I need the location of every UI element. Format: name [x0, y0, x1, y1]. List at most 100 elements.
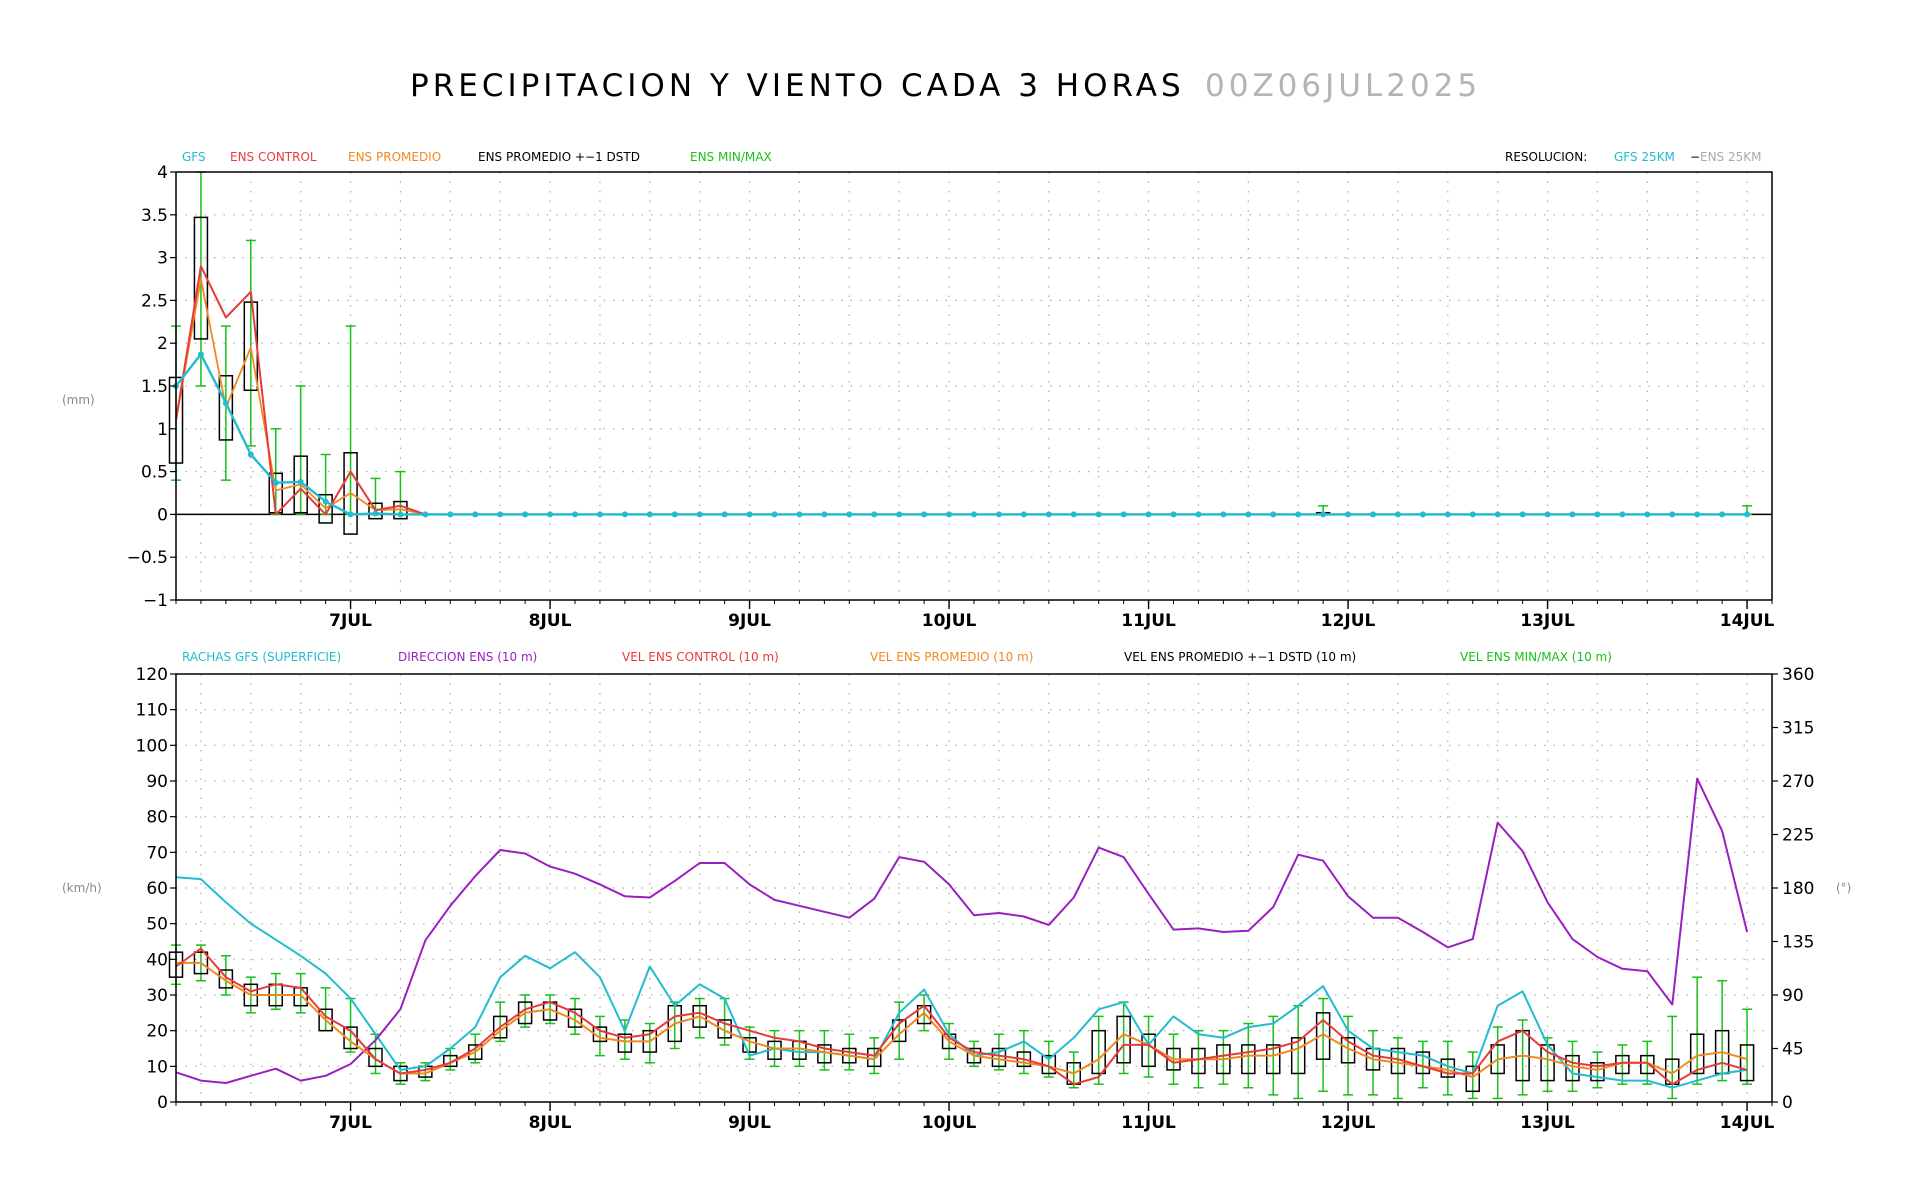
precip-gfs-point [522, 511, 529, 518]
p2-ytick-label: 80 [146, 808, 168, 828]
p2-ytick-label: 40 [146, 950, 168, 970]
p2-xtick-label: 13JUL [1520, 1113, 1575, 1133]
wind-right-tick-label: 0 [1782, 1093, 1793, 1113]
precip-gfs-point [1145, 511, 1152, 518]
precip-gfs-point [372, 510, 379, 517]
wind-minmax-bars [171, 944, 1753, 1100]
p1-xtick-label: 11JUL [1121, 611, 1176, 631]
precip-gfs-point [971, 511, 977, 518]
wind-dstd-box [368, 1047, 383, 1068]
chart-title: PRECIPITACION Y VIENTO CADA 3 HORAS [410, 68, 1185, 104]
p2-xtick-label: 10JUL [922, 1113, 977, 1133]
precip-gfs-point [1295, 511, 1302, 518]
run-label: 00Z06JUL2025 [1205, 68, 1481, 104]
precip-gfs-point [1669, 511, 1676, 518]
p2-xtick-label: 7JUL [329, 1113, 372, 1133]
wind-ens-control-line [175, 947, 1748, 1086]
precip-dstd-box [343, 452, 358, 535]
precip-dstd-box [218, 374, 234, 441]
precip-gfs-point [1544, 511, 1551, 518]
precip-gfs-point [322, 498, 329, 505]
p1-xtick-label: 14JUL [1720, 611, 1775, 631]
wind-dstd-box [1465, 1065, 1480, 1093]
p2-ytick-label: 100 [136, 736, 168, 756]
precip-gfs-point [1245, 511, 1252, 518]
precip-gfs-point [871, 511, 878, 518]
p1-ytick-label: 2.5 [141, 291, 168, 311]
precip-gfs-point [1170, 511, 1177, 518]
p2-xtick-label: 9JUL [728, 1113, 771, 1133]
precip-gfs-point [1195, 511, 1202, 518]
precip-gfs-point [547, 511, 554, 518]
precip-gfs-point [1694, 511, 1701, 518]
legend-ens-control: ENS CONTROL [230, 150, 317, 164]
wind-dstd-box [1266, 1044, 1281, 1075]
precip-gfs-point [1020, 511, 1027, 518]
wind-panel: 0 10 20 30 40 50 60 70 80 90 100 110 120 0 45 90 135 180… [62, 650, 1851, 1133]
p1-xtick-label: 9JUL [728, 611, 771, 631]
legend-rachas-gfs: RACHAS GFS (SUPERFICIE) [182, 650, 341, 664]
precip-gfs-point [1519, 511, 1526, 518]
precip-ens-control-line [175, 265, 1748, 516]
p1-ytick-label: −1 [143, 591, 168, 611]
wind-right-tick-label: 225 [1782, 826, 1814, 846]
precip-gfs-line [175, 353, 1748, 516]
wind-dstd-box [1290, 1037, 1306, 1075]
precip-gfs-point [746, 511, 753, 518]
precip-dstd-box [368, 502, 383, 520]
resolution-gfs: GFS 25KM [1614, 150, 1675, 164]
precip-gfs-point [447, 511, 454, 518]
p2-ytick-label: 20 [146, 1022, 168, 1042]
p2-ytick-label: 110 [136, 701, 168, 721]
precip-gfs-point [1320, 511, 1327, 518]
p2-ytick-label: 90 [146, 772, 168, 792]
precip-gfs-point [1494, 511, 1501, 518]
wind-x-ticks: 7JUL 8JUL 9JUL 10JUL 11JUL 12JUL 13JUL 14JUL [175, 1102, 1775, 1133]
precip-gfs-point [222, 400, 229, 407]
wind-dstd-box [1241, 1044, 1256, 1075]
precip-gfs-point [921, 511, 928, 518]
legend-vel-promedio: VEL ENS PROMEDIO (10 m) [870, 650, 1033, 664]
precip-gfs-point [472, 511, 479, 518]
precip-x-ticks: 7JUL 8JUL 9JUL 10JUL 11JUL 12JUL 13JUL 14JUL [175, 600, 1775, 631]
precip-gridlines [176, 172, 1772, 600]
precip-gfs-point [1744, 511, 1751, 518]
wind-gridlines [176, 674, 1772, 1102]
precip-ens-mean-line [175, 278, 1748, 516]
p2-ytick-label: 120 [136, 665, 168, 685]
wind-ens-mean-line [176, 961, 1748, 1078]
precip-gfs-point [721, 511, 728, 518]
precip-gfs-point [1719, 511, 1726, 518]
wind-right-tick-label: 135 [1782, 933, 1814, 953]
precip-gfs-point [846, 511, 853, 518]
p1-xtick-label: 8JUL [529, 611, 572, 631]
p2-ytick-label: 0 [157, 1093, 168, 1113]
p1-ytick-label: 3 [157, 249, 168, 269]
precip-gfs-point [696, 511, 703, 518]
wind-dstd-boxes [168, 951, 1755, 1093]
p2-ytick-label: 70 [146, 843, 168, 863]
wind-direction-ticks: 0 45 90 135 180 225 270 315 360 [1772, 665, 1814, 1113]
precip-gfs-point [247, 451, 254, 458]
precip-gfs-point [197, 351, 204, 358]
p1-ytick-label: 1 [157, 420, 168, 440]
precip-gfs-point [347, 511, 354, 518]
precip-gfs-point [995, 511, 1002, 518]
precip-gfs-point [1419, 511, 1426, 518]
p1-ytick-label: 2 [157, 334, 168, 354]
precip-gfs-point [1220, 511, 1227, 518]
legend-ens-promedio: ENS PROMEDIO [348, 150, 441, 164]
precip-gfs-point [1594, 511, 1601, 518]
precip-gfs-point [297, 478, 304, 485]
wind-right-tick-label: 90 [1782, 986, 1804, 1006]
precip-minmax-bars [171, 171, 1753, 516]
precip-gfs-point [497, 511, 504, 518]
precip-gfs-point [1619, 511, 1626, 518]
legend-gfs: GFS [182, 150, 206, 164]
resolution-separator: − [1690, 150, 1700, 164]
p1-ytick-label: −0.5 [127, 548, 168, 568]
precip-gfs-point [1120, 511, 1127, 518]
precip-gfs-point [1095, 511, 1102, 518]
resolution-label: RESOLUCION: [1505, 150, 1587, 164]
